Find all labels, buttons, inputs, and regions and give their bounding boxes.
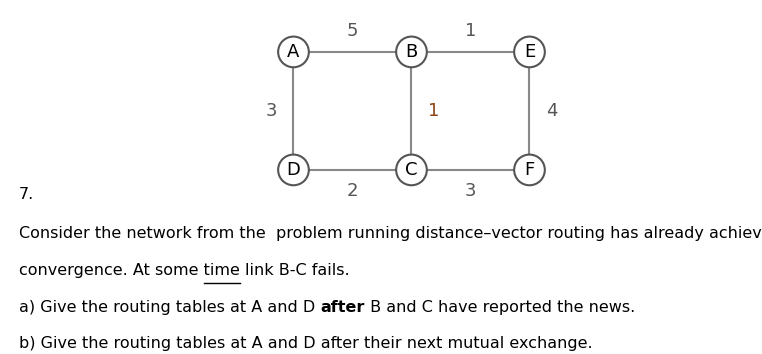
Text: after: after	[19, 301, 63, 315]
Text: 3: 3	[465, 182, 476, 200]
Text: 7.: 7.	[19, 187, 34, 202]
Text: A: A	[287, 43, 299, 61]
Text: a) Give the routing tables at A and D: a) Give the routing tables at A and D	[19, 301, 321, 315]
Text: time: time	[19, 263, 56, 278]
Text: 1: 1	[428, 102, 440, 120]
Text: 3: 3	[265, 102, 277, 120]
Text: B and C have reported the news.: B and C have reported the news.	[365, 301, 635, 315]
Circle shape	[396, 36, 427, 67]
Text: convergence. At some: convergence. At some	[19, 263, 203, 278]
Text: a) Give the routing tables at A and D: a) Give the routing tables at A and D	[19, 301, 321, 315]
Text: b) Give the routing tables at A and D after their next mutual exchange.: b) Give the routing tables at A and D af…	[19, 336, 593, 351]
Circle shape	[396, 155, 427, 185]
Text: Consider the network from the  problem running distance–vector routing has alrea: Consider the network from the problem ru…	[19, 226, 762, 241]
Text: D: D	[287, 161, 300, 179]
Text: after: after	[321, 301, 365, 315]
Text: C: C	[405, 161, 418, 179]
Text: E: E	[523, 43, 535, 61]
Text: 2: 2	[347, 182, 358, 200]
Text: F: F	[524, 161, 535, 179]
Text: convergence. At some time link B-C fails.: convergence. At some time link B-C fails…	[19, 263, 350, 278]
Circle shape	[514, 36, 545, 67]
Text: 1: 1	[465, 22, 476, 40]
Circle shape	[278, 155, 309, 185]
Text: B: B	[405, 43, 418, 61]
Circle shape	[278, 36, 309, 67]
Circle shape	[514, 155, 545, 185]
Text: 4: 4	[546, 102, 558, 120]
Text: 5: 5	[347, 22, 358, 40]
